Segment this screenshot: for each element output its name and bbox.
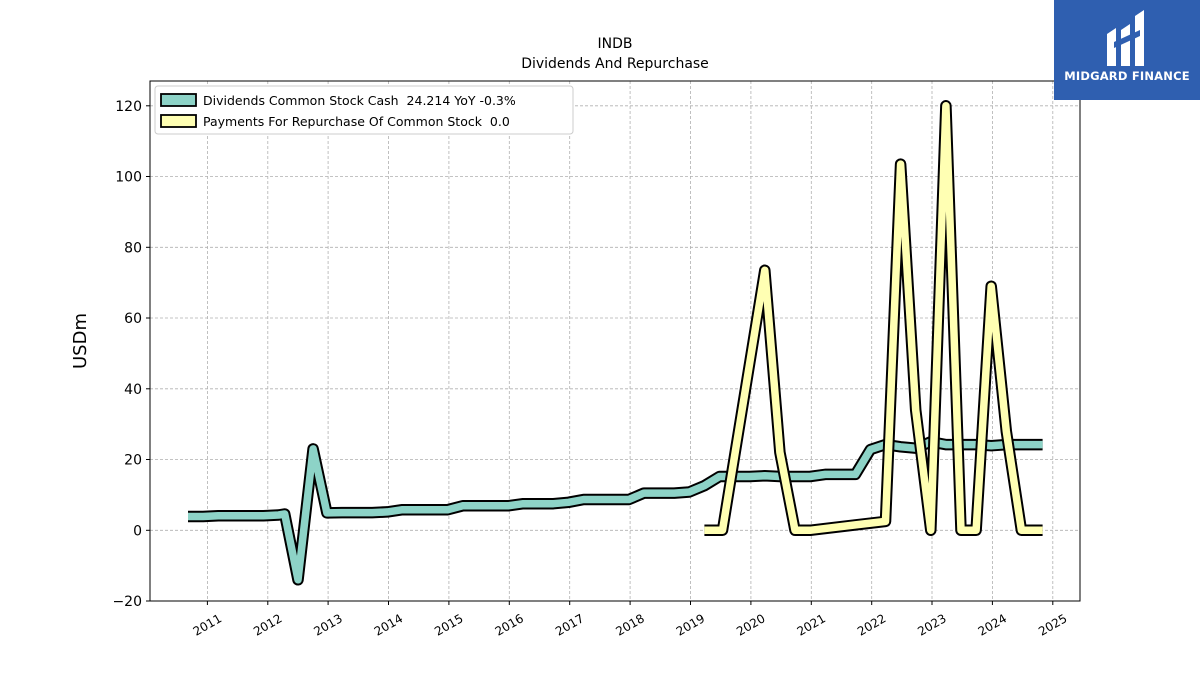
x-tick-label: 2023 — [915, 611, 948, 638]
y-axis-label: USDm — [70, 313, 91, 369]
x-tick-label: 2021 — [795, 611, 828, 638]
y-tick-label: 80 — [124, 240, 142, 256]
x-tick-label: 2017 — [553, 611, 586, 638]
legend-label-repurchase: Payments For Repurchase Of Common Stock … — [203, 114, 510, 129]
y-tick-label: 40 — [124, 382, 142, 398]
series-line — [704, 102, 1043, 535]
y-tick-label: 0 — [133, 523, 142, 539]
series-line — [188, 438, 1043, 584]
axis-ticks: 2011 2012 2013 2014 2015 2016 2017 2018 2019 2020… — [112, 99, 1069, 639]
x-tick-label: 2011 — [191, 611, 224, 638]
y-tick-label: 120 — [115, 99, 142, 115]
y-tick-label: 60 — [124, 311, 142, 327]
chart-title: INDB — [598, 36, 633, 52]
plot-frame — [149, 80, 1081, 602]
x-tick-label: 2015 — [432, 611, 465, 638]
series-dividends — [188, 436, 1043, 586]
series-repurchase — [704, 100, 1043, 537]
x-tick-label: 2014 — [372, 611, 405, 638]
x-tick-label: 2025 — [1036, 611, 1069, 638]
x-tick-label: 2022 — [855, 611, 888, 638]
x-tick-label: 2016 — [493, 611, 526, 638]
chart-subtitle: Dividends And Repurchase — [521, 56, 709, 72]
legend-box — [154, 85, 574, 135]
y-tick-label: 100 — [115, 170, 142, 186]
x-tick-label: 2012 — [251, 611, 284, 638]
legend: Dividends Common Stock Cash 24.214 YoY -… — [154, 85, 574, 135]
legend-swatch-dividends — [160, 93, 197, 107]
brand-name: MIDGARD FINANCE — [1064, 69, 1190, 83]
y-tick-label: −20 — [112, 594, 142, 610]
x-tick-label: 2024 — [976, 611, 1009, 638]
y-tick-label: 20 — [124, 453, 142, 469]
x-tick-label: 2019 — [674, 611, 707, 638]
x-tick-label: 2013 — [311, 611, 344, 638]
x-tick-label: 2018 — [613, 611, 646, 638]
legend-label-dividends: Dividends Common Stock Cash 24.214 YoY -… — [203, 93, 516, 108]
x-tick-label: 2020 — [734, 611, 767, 638]
midgard-logo-icon — [1107, 10, 1144, 66]
brand-logo: MIDGARD FINANCE — [1054, 0, 1200, 100]
legend-swatch-repurchase — [160, 114, 197, 128]
series-layer — [188, 100, 1043, 586]
